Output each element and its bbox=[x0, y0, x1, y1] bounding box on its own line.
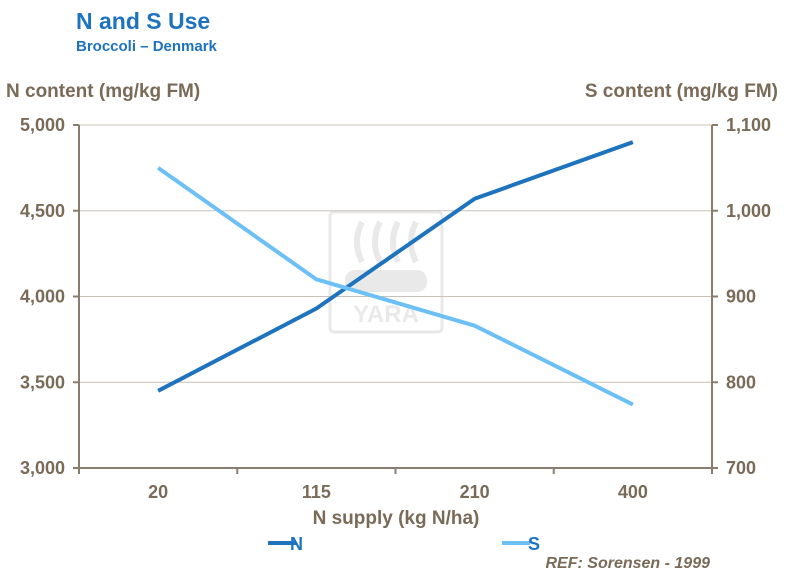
x-tick-label: 115 bbox=[302, 482, 331, 502]
y-right-tick-label: 1,100 bbox=[726, 115, 771, 135]
y-right-tick-label: 900 bbox=[726, 287, 756, 307]
chart-title: N and S Use bbox=[76, 8, 210, 34]
y-left-tick-label: 4,500 bbox=[20, 201, 65, 221]
y-right-tick-label: 1,000 bbox=[726, 201, 771, 221]
chart-subtitle: Broccoli – Denmark bbox=[76, 38, 218, 55]
x-tick-label: 20 bbox=[148, 482, 168, 502]
reference-note: REF: Sorensen - 1999 bbox=[546, 555, 711, 572]
legend-label-s: S bbox=[528, 534, 540, 554]
y-left-tick-label: 3,500 bbox=[20, 372, 65, 392]
y-axis-left-title: N content (mg/kg FM) bbox=[6, 81, 200, 102]
legend: N S bbox=[268, 534, 540, 554]
y-right-tick-label: 700 bbox=[726, 458, 756, 478]
x-tick-label: 210 bbox=[460, 482, 490, 502]
y-left-tick-label: 3,000 bbox=[20, 458, 65, 478]
y-left-tick-label: 5,000 bbox=[20, 115, 65, 135]
y-left-tick-label: 4,000 bbox=[20, 287, 65, 307]
legend-label-n: N bbox=[290, 534, 303, 554]
yara-watermark: YARA bbox=[328, 210, 444, 334]
y-axis-right-title: S content (mg/kg FM) bbox=[585, 81, 778, 102]
series-line-s bbox=[156, 166, 634, 407]
x-tick-label: 400 bbox=[618, 482, 648, 502]
x-axis-title: N supply (kg N/ha) bbox=[313, 508, 480, 529]
y-right-tick-label: 800 bbox=[726, 372, 756, 392]
series-line-n bbox=[157, 140, 634, 393]
